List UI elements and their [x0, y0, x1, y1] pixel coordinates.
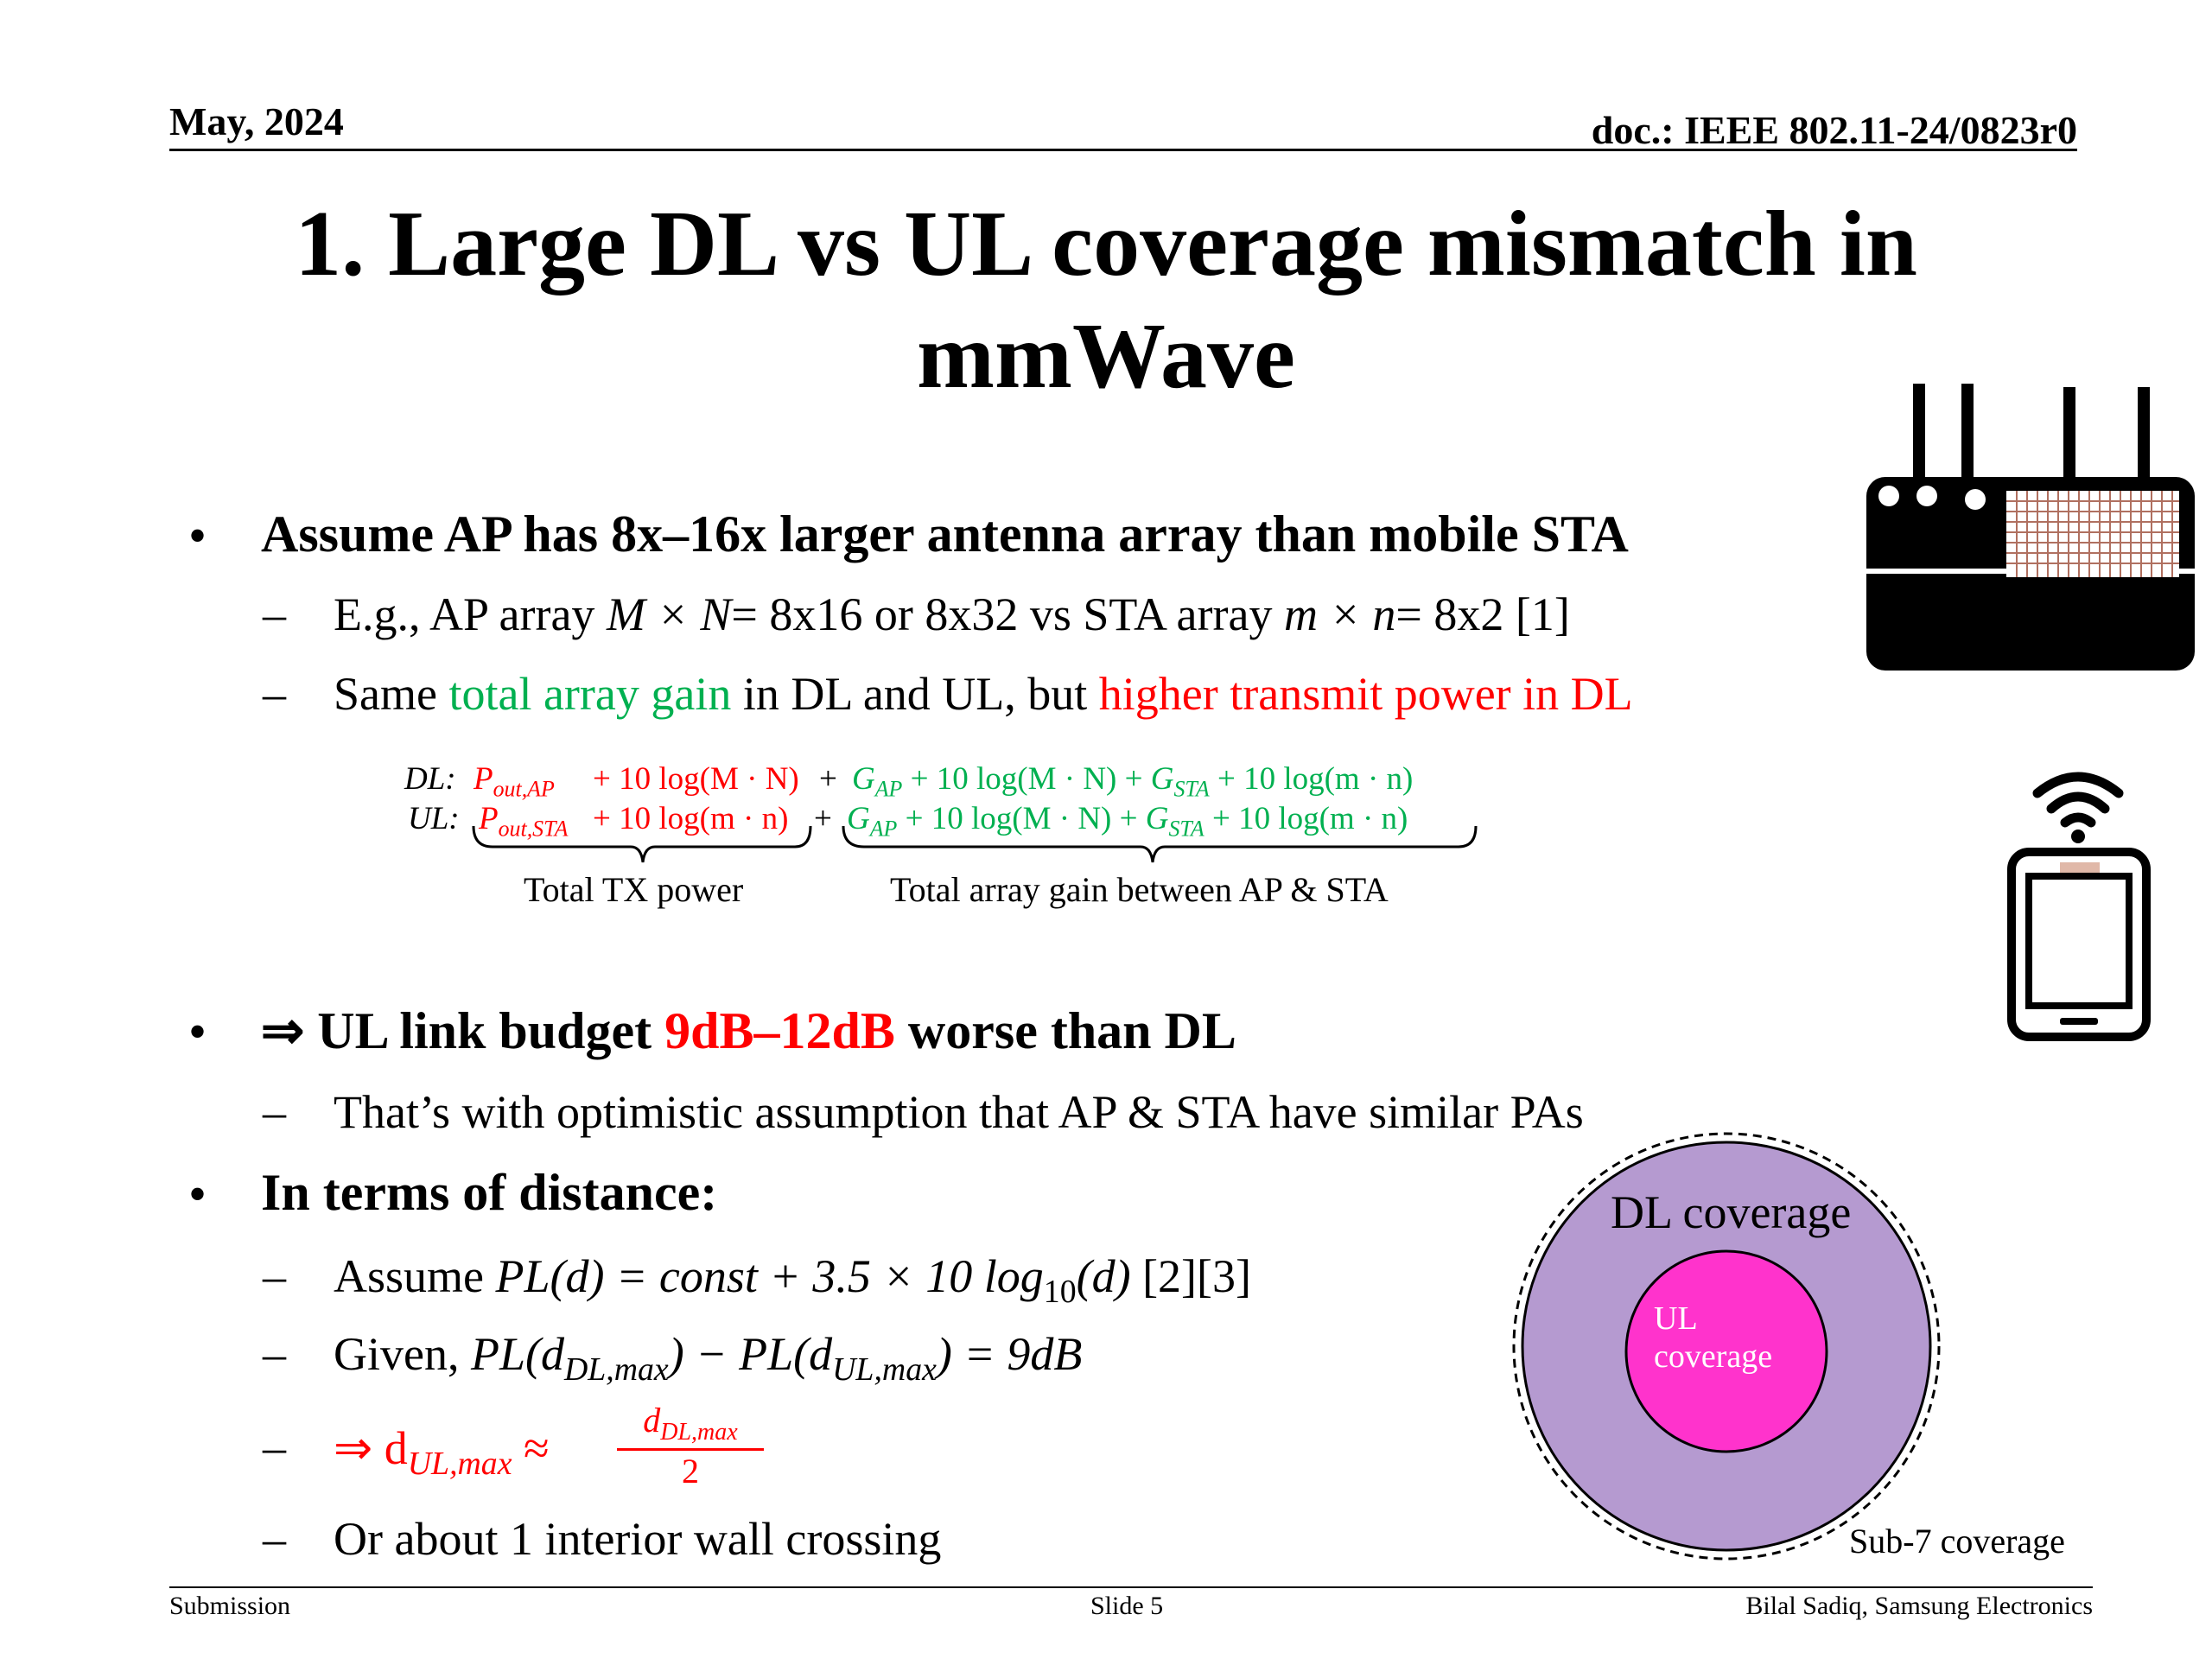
- eq-ul-log: + 10 log(m · n): [593, 801, 789, 836]
- bullet-3-sub-4: Or about 1 interior wall crossing: [334, 1513, 942, 1565]
- eq-dl-plus: +: [819, 761, 837, 797]
- slide-title-line2: mmWave: [917, 305, 1295, 408]
- footer-slide-number: Slide 5: [1090, 1592, 1164, 1620]
- bullet-3-sub-2: Given, PL(dDL,max) − PL(dUL,max) = 9dB: [334, 1328, 1083, 1388]
- bullet-1-sub-2: Same total array gain in DL and UL, but …: [334, 668, 1633, 720]
- dash-marker: –: [263, 1328, 286, 1380]
- header-rule: [169, 149, 2077, 151]
- eq-ul-power: Pout,STA: [479, 801, 569, 842]
- header-doc: doc.: IEEE 802.11-24/0823r0: [1591, 108, 2077, 152]
- dl-coverage-label: DL coverage: [1611, 1186, 1852, 1238]
- ul-coverage-circle: [1624, 1249, 1828, 1453]
- bullet-2-sub-1: That’s with optimistic assumption that A…: [334, 1086, 1584, 1138]
- wifi-icon: [2032, 772, 2124, 843]
- eq-ul-label: UL:: [408, 801, 460, 836]
- coverage-diagram: [1512, 1132, 1941, 1560]
- label-total-array-gain: Total array gain between AP & STA: [890, 870, 1389, 909]
- fraction-numerator: dDL,max: [617, 1400, 764, 1451]
- phone-icon: [2007, 848, 2151, 1041]
- eq-braces: [472, 825, 1478, 863]
- eq-dl-gain: GAP + 10 log(M · N) + GSTA + 10 log(m · …: [852, 761, 1414, 802]
- bullet-3-sub-1: Assume PL(d) = const + 3.5 × 10 log10(d)…: [334, 1250, 1251, 1310]
- dash-marker: –: [263, 1086, 286, 1138]
- header-date: May, 2024: [169, 99, 344, 143]
- bullet-3-sub-3: ⇒ dUL,max ≈: [334, 1422, 550, 1482]
- eq-ul-gain: GAP + 10 log(M · N) + GSTA + 10 log(m · …: [847, 801, 1408, 842]
- bullet-3-text: In terms of distance:: [261, 1164, 718, 1221]
- dash-marker: –: [263, 1250, 286, 1302]
- footer-submission: Submission: [169, 1592, 291, 1620]
- dash-marker: –: [263, 1421, 286, 1473]
- label-total-tx-power: Total TX power: [524, 870, 744, 909]
- bullet-marker: •: [188, 1166, 207, 1223]
- eq-dl-power: Pout,AP: [474, 761, 555, 802]
- ul-coverage-label: UL coverage: [1654, 1300, 1773, 1375]
- bullet-marker: •: [188, 1003, 207, 1060]
- dash-marker: –: [263, 588, 286, 640]
- dash-marker: –: [263, 668, 286, 720]
- fraction: dDL,max 2: [617, 1400, 764, 1491]
- sub7-coverage-circle: [1512, 1132, 1941, 1560]
- fraction-denominator: 2: [682, 1452, 699, 1491]
- slide-title-line1: 1. Large DL vs UL coverage mismatch in: [295, 193, 1917, 296]
- brace-tx-power: [472, 825, 812, 863]
- footer-rule: [169, 1586, 2093, 1588]
- eq-ul-plus: +: [814, 801, 832, 836]
- bullet-marker: •: [188, 507, 207, 564]
- sub7-coverage-label: Sub-7 coverage: [1849, 1522, 2065, 1560]
- bullet-1-sub-1: E.g., AP array M × N= 8x16 or 8x32 vs ST…: [334, 588, 1570, 640]
- eq-dl-log: + 10 log(M · N): [593, 761, 799, 797]
- bullet-2-text: ⇒ UL link budget 9dB–12dB worse than DL: [261, 1002, 1236, 1059]
- eq-dl-label: DL:: [404, 761, 456, 797]
- bullet-1-text: Assume AP has 8x–16x larger antenna arra…: [261, 505, 1629, 563]
- router-icon: [1866, 384, 2195, 671]
- brace-array-gain: [842, 825, 1478, 863]
- footer-author: Bilal Sadiq, Samsung Electronics: [1745, 1592, 2093, 1620]
- dash-marker: –: [263, 1513, 286, 1565]
